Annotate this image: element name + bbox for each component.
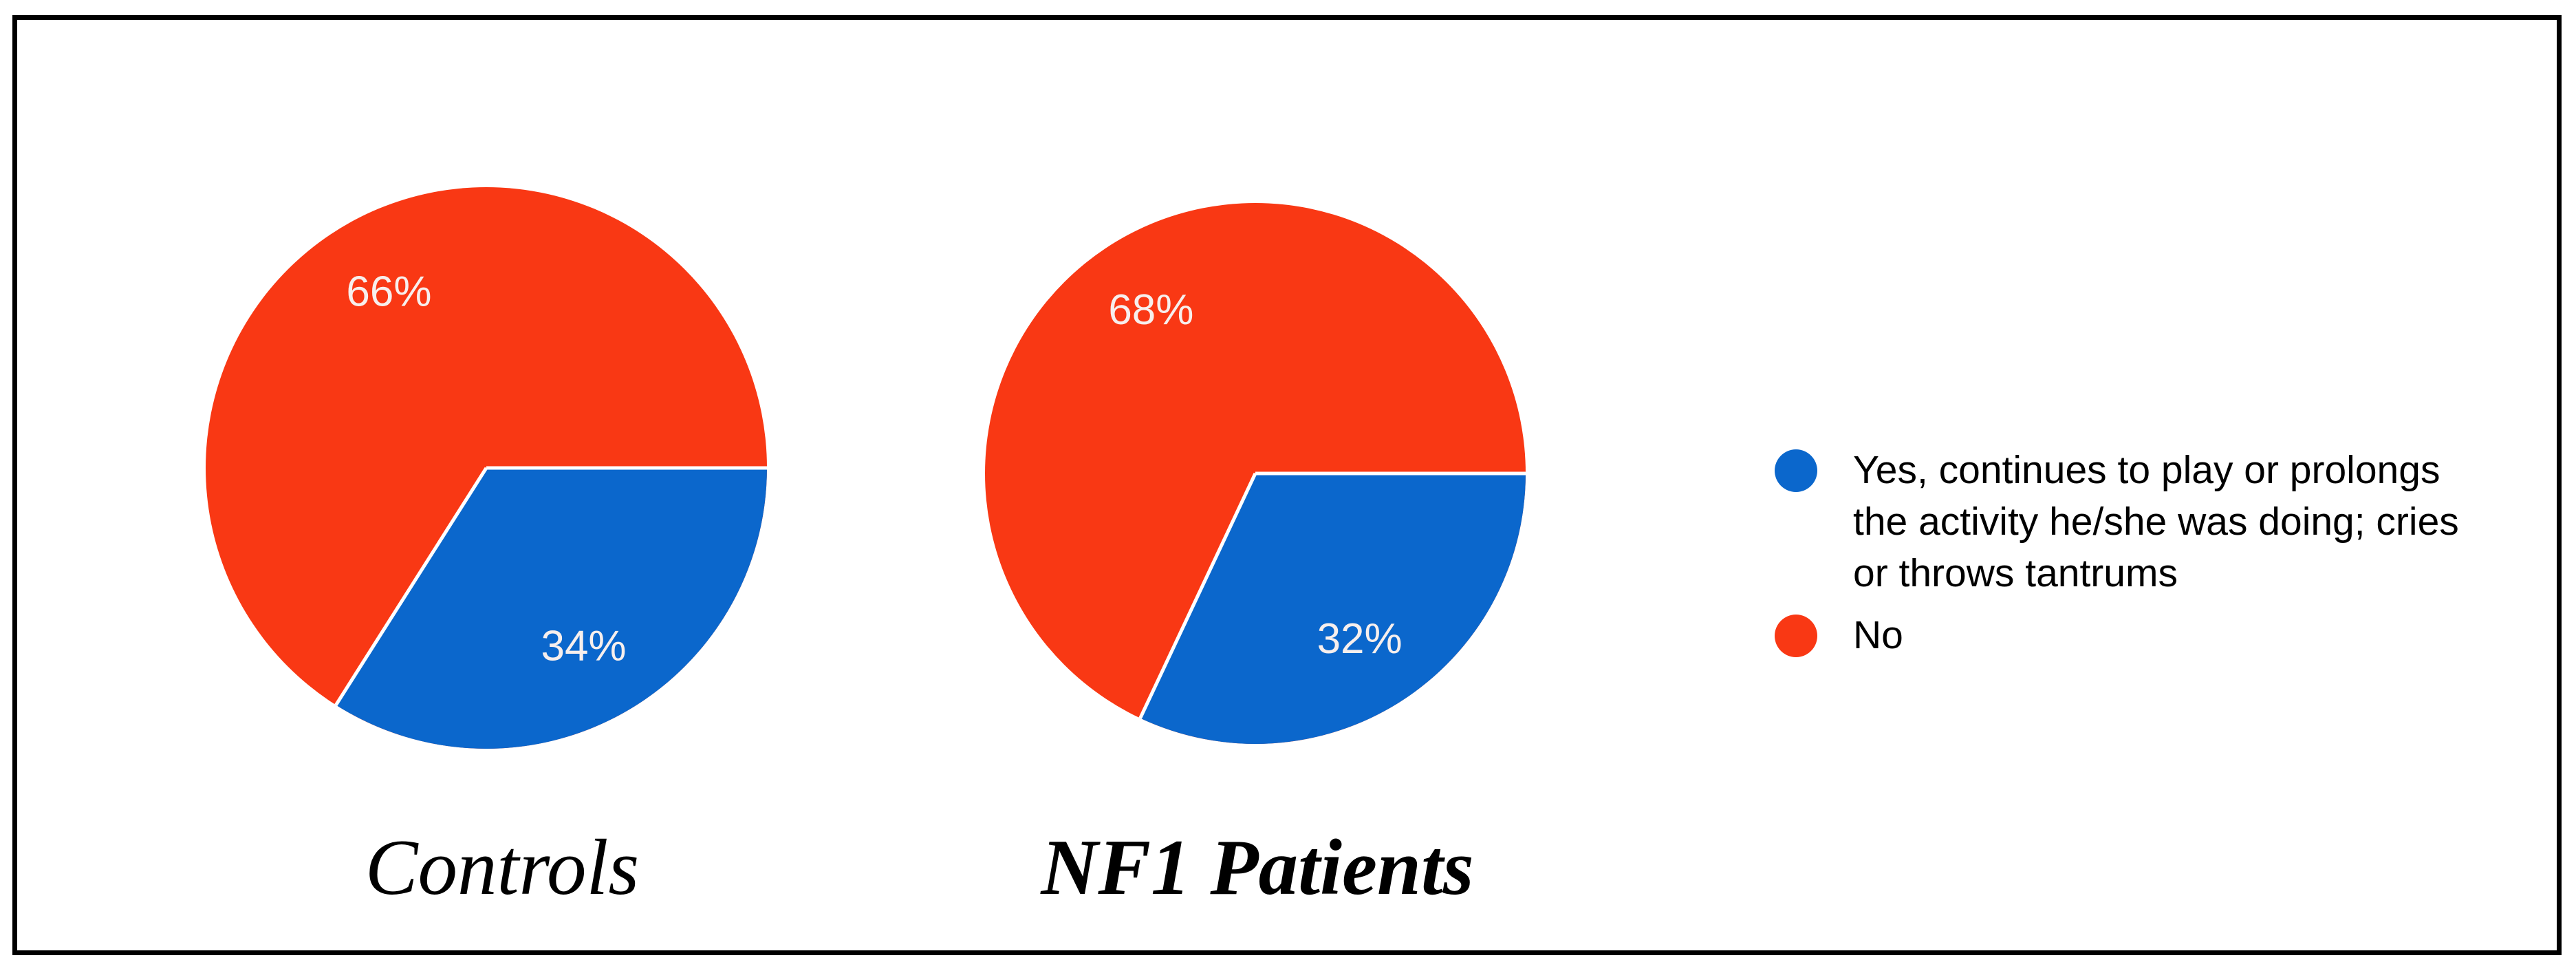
- pie-nf1-patients: 32% 68%: [985, 203, 1526, 744]
- legend-item-no: No: [1775, 610, 1903, 661]
- pie-title-controls: Controls: [365, 824, 640, 911]
- pie-nf1-patients-label-no: 68%: [1108, 286, 1193, 334]
- pie-title-nf1-patients: NF1 Patients: [1041, 824, 1474, 911]
- pie-nf1-patients-slice-yes: [1140, 473, 1526, 744]
- pie-controls-label-no: 66%: [346, 268, 431, 316]
- pie-controls-label-yes: 34%: [541, 622, 626, 670]
- legend-swatch-yes-icon: [1775, 449, 1817, 492]
- legend-item-yes: Yes, continues to play or prolongs the a…: [1775, 445, 2476, 600]
- pie-controls-separator-1: [334, 467, 488, 706]
- pie-nf1-patients-label-yes: 32%: [1317, 615, 1403, 663]
- legend-label-no: No: [1853, 613, 1903, 657]
- legend-label-yes: Yes, continues to play or prolongs the a…: [1853, 448, 2459, 596]
- legend-swatch-no-icon: [1775, 615, 1817, 657]
- pie-controls: 34% 66%: [206, 187, 767, 749]
- figure-border: [12, 15, 2562, 955]
- pie-nf1-patients-separator-1: [1138, 472, 1257, 719]
